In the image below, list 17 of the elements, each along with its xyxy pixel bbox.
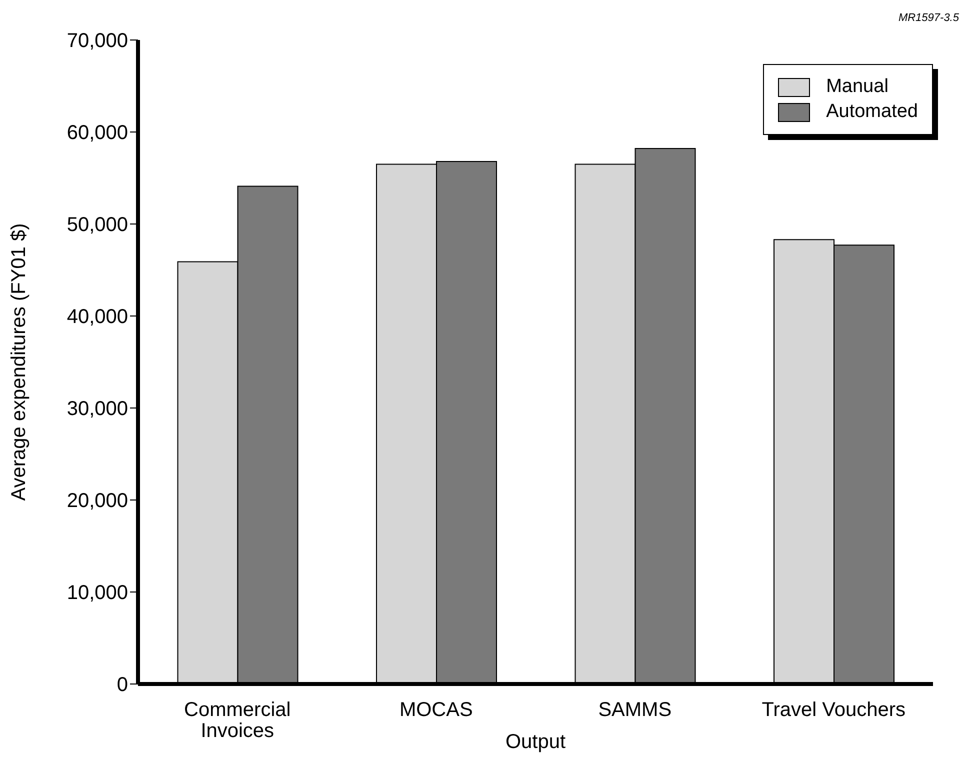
y-tick-label: 10,000 [66,582,128,604]
y-tick-label: 60,000 [66,122,128,144]
y-tick-label: 40,000 [66,306,128,328]
y-tick-label: 20,000 [66,490,128,512]
y-axis-title: Average expenditures (FY01 $) [8,223,30,501]
y-tick-label: 50,000 [66,214,128,236]
legend-label: Manual [826,76,888,98]
x-tick-label: SAMMS [598,699,672,721]
y-tick-label: 0 [116,674,128,696]
text: MR1597-3.5 [898,12,959,24]
y-tick-label: 30,000 [66,398,128,420]
x-tick-label: MOCAS [399,699,473,721]
x-tick-label: Travel Vouchers [762,699,906,721]
y-tick-label: 70,000 [66,30,128,52]
legend-label: Automated [826,101,918,123]
x-axis-title: Output [505,731,566,753]
x-tick-label: Commercial Invoices [184,699,291,742]
